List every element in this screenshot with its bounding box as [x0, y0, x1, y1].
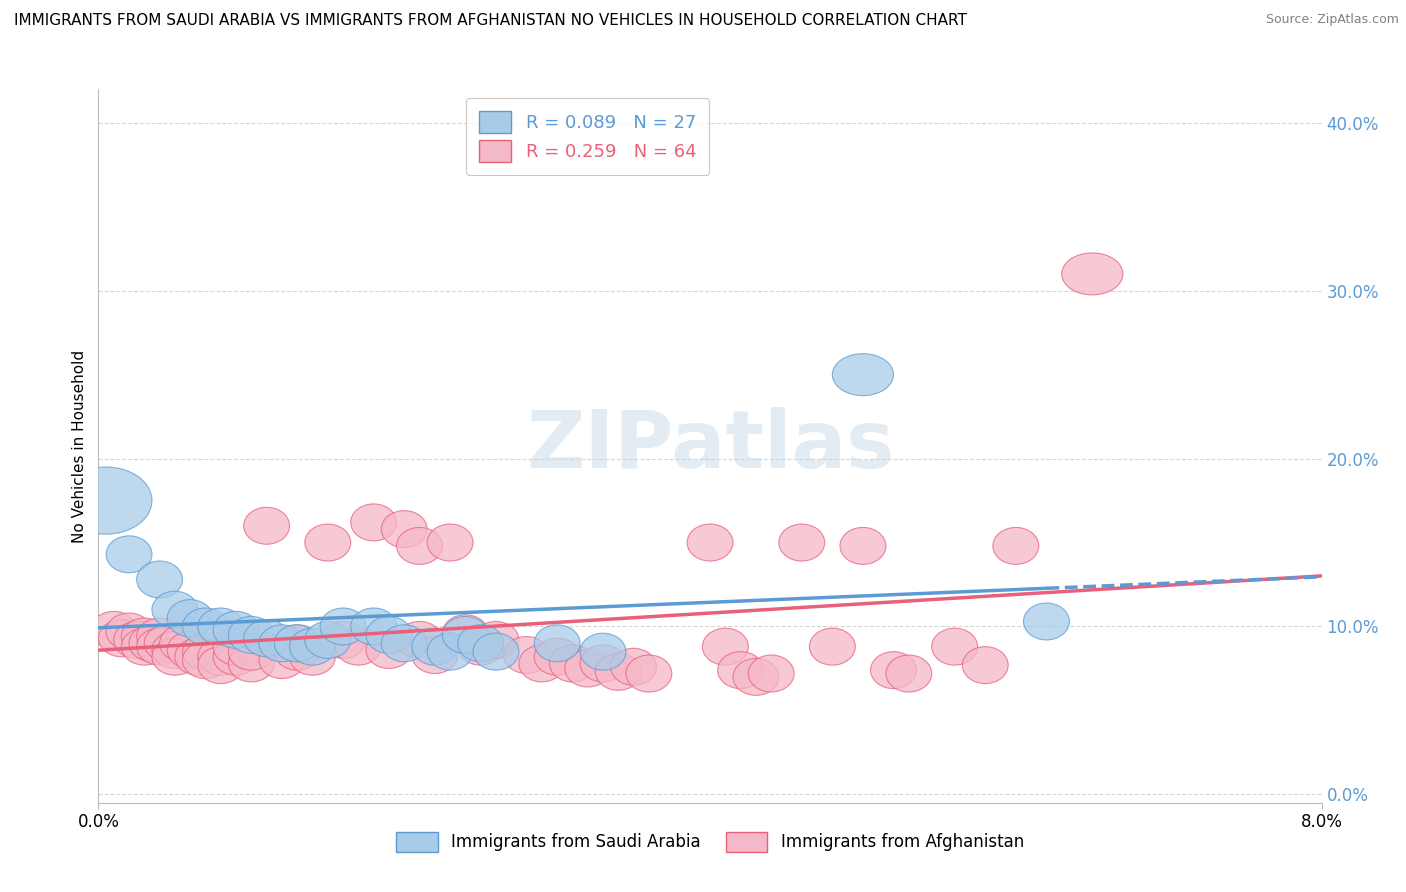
- Ellipse shape: [472, 622, 519, 658]
- Ellipse shape: [274, 624, 321, 662]
- Ellipse shape: [610, 648, 657, 685]
- Ellipse shape: [228, 645, 274, 681]
- Ellipse shape: [160, 624, 205, 662]
- Ellipse shape: [305, 622, 350, 658]
- Ellipse shape: [832, 353, 894, 396]
- Ellipse shape: [717, 652, 763, 689]
- Ellipse shape: [366, 632, 412, 668]
- Ellipse shape: [472, 633, 519, 670]
- Ellipse shape: [412, 637, 458, 673]
- Ellipse shape: [136, 618, 183, 655]
- Ellipse shape: [427, 524, 472, 561]
- Ellipse shape: [228, 633, 274, 670]
- Ellipse shape: [412, 628, 458, 665]
- Ellipse shape: [443, 616, 488, 653]
- Ellipse shape: [228, 616, 274, 653]
- Ellipse shape: [198, 647, 243, 683]
- Ellipse shape: [443, 615, 488, 652]
- Ellipse shape: [259, 641, 305, 679]
- Y-axis label: No Vehicles in Household: No Vehicles in Household: [72, 350, 87, 542]
- Ellipse shape: [870, 652, 917, 689]
- Ellipse shape: [519, 645, 565, 681]
- Ellipse shape: [243, 508, 290, 544]
- Ellipse shape: [198, 639, 243, 675]
- Ellipse shape: [290, 639, 336, 675]
- Ellipse shape: [198, 608, 243, 645]
- Ellipse shape: [136, 561, 183, 598]
- Ellipse shape: [121, 618, 167, 655]
- Ellipse shape: [183, 633, 228, 670]
- Ellipse shape: [534, 639, 581, 675]
- Ellipse shape: [932, 628, 977, 665]
- Text: IMMIGRANTS FROM SAUDI ARABIA VS IMMIGRANTS FROM AFGHANISTAN NO VEHICLES IN HOUSE: IMMIGRANTS FROM SAUDI ARABIA VS IMMIGRAN…: [14, 13, 967, 29]
- Ellipse shape: [381, 624, 427, 662]
- Ellipse shape: [503, 637, 550, 673]
- Ellipse shape: [274, 633, 321, 670]
- Ellipse shape: [595, 653, 641, 690]
- Ellipse shape: [396, 622, 443, 658]
- Ellipse shape: [810, 628, 855, 665]
- Ellipse shape: [886, 655, 932, 692]
- Ellipse shape: [993, 527, 1039, 565]
- Ellipse shape: [321, 608, 366, 645]
- Ellipse shape: [381, 510, 427, 548]
- Ellipse shape: [290, 628, 336, 665]
- Ellipse shape: [305, 524, 350, 561]
- Ellipse shape: [839, 527, 886, 565]
- Ellipse shape: [350, 608, 396, 645]
- Ellipse shape: [779, 524, 825, 561]
- Ellipse shape: [321, 622, 366, 658]
- Ellipse shape: [565, 650, 610, 687]
- Ellipse shape: [105, 613, 152, 650]
- Ellipse shape: [427, 633, 472, 670]
- Ellipse shape: [336, 628, 381, 665]
- Ellipse shape: [98, 620, 145, 657]
- Ellipse shape: [1024, 603, 1070, 640]
- Ellipse shape: [114, 622, 160, 658]
- Ellipse shape: [581, 645, 626, 681]
- Legend: Immigrants from Saudi Arabia, Immigrants from Afghanistan: Immigrants from Saudi Arabia, Immigrants…: [389, 825, 1031, 859]
- Ellipse shape: [214, 639, 259, 675]
- Ellipse shape: [366, 616, 412, 653]
- Ellipse shape: [1062, 253, 1123, 295]
- Ellipse shape: [550, 645, 595, 681]
- Text: ZIPatlas: ZIPatlas: [526, 407, 894, 485]
- Ellipse shape: [136, 628, 183, 665]
- Ellipse shape: [703, 628, 748, 665]
- Ellipse shape: [581, 633, 626, 670]
- Ellipse shape: [214, 611, 259, 648]
- Ellipse shape: [183, 641, 228, 679]
- Ellipse shape: [167, 632, 214, 668]
- Ellipse shape: [214, 628, 259, 665]
- Text: Source: ZipAtlas.com: Source: ZipAtlas.com: [1265, 13, 1399, 27]
- Ellipse shape: [152, 591, 198, 628]
- Ellipse shape: [60, 467, 152, 534]
- Ellipse shape: [396, 527, 443, 565]
- Ellipse shape: [129, 624, 174, 662]
- Ellipse shape: [626, 655, 672, 692]
- Ellipse shape: [733, 658, 779, 696]
- Ellipse shape: [243, 620, 290, 657]
- Ellipse shape: [688, 524, 733, 561]
- Ellipse shape: [121, 628, 167, 665]
- Ellipse shape: [91, 611, 136, 648]
- Ellipse shape: [145, 624, 190, 662]
- Ellipse shape: [350, 504, 396, 541]
- Ellipse shape: [167, 599, 214, 637]
- Ellipse shape: [962, 647, 1008, 683]
- Ellipse shape: [105, 536, 152, 573]
- Ellipse shape: [259, 624, 305, 662]
- Ellipse shape: [458, 624, 503, 662]
- Ellipse shape: [748, 655, 794, 692]
- Ellipse shape: [274, 624, 321, 662]
- Ellipse shape: [534, 624, 581, 662]
- Ellipse shape: [152, 639, 198, 675]
- Ellipse shape: [458, 628, 503, 665]
- Ellipse shape: [183, 608, 228, 645]
- Ellipse shape: [152, 632, 198, 668]
- Ellipse shape: [174, 639, 221, 675]
